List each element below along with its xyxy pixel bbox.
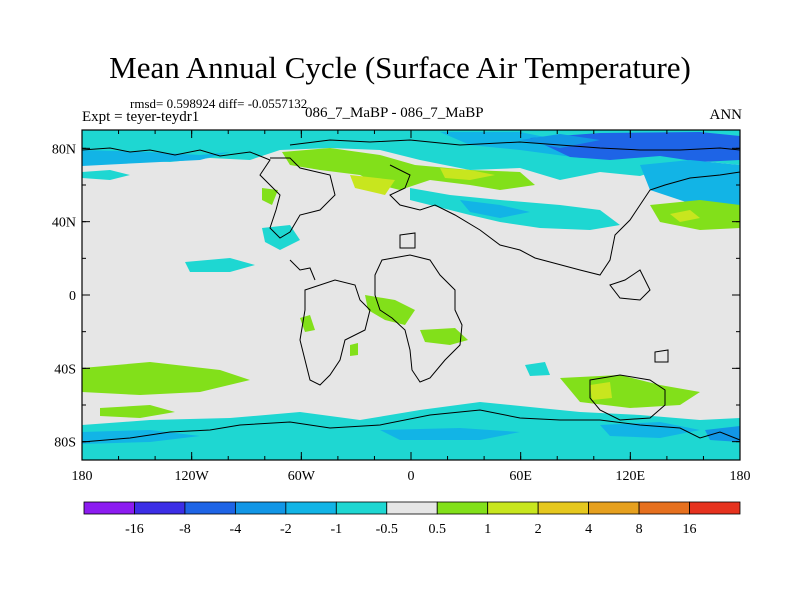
- pacific-northwest-blue: [640, 160, 740, 210]
- arctic-mid-blue-patch: [520, 134, 600, 148]
- antarctic-blue-patch-3: [600, 422, 700, 438]
- eurasia-south-coast: [389, 164, 741, 276]
- lon-tick-label: 60E: [509, 469, 532, 484]
- colorbar-swatch: [335, 501, 388, 515]
- eurasia-warm-core: [350, 175, 395, 195]
- north-pacific-warm-core: [670, 210, 700, 222]
- central-america-outline: [289, 259, 316, 281]
- indian-ocean-cyan: [525, 362, 550, 376]
- colorbar-swatch: [436, 501, 489, 515]
- continent-outlines: [81, 139, 741, 443]
- south-pacific-warm: [82, 362, 250, 395]
- indian-ocean-warm-core: [590, 382, 612, 400]
- stats-line: rmsd= 0.598924 diff= -0.0557132: [130, 96, 308, 111]
- map-title: Mean Annual Cycle (Surface Air Temperatu…: [109, 50, 691, 85]
- experiment-label: Expt = teyer-teydr1: [82, 109, 200, 125]
- south-africa-warm: [420, 328, 468, 345]
- colorbar-swatch: [689, 501, 741, 515]
- australia-outline: [589, 374, 666, 421]
- colorbar-swatch: [537, 501, 590, 515]
- antarctic-blue-patch: [82, 430, 200, 444]
- eurasia-north-coast: [289, 139, 741, 151]
- colorbar-label: 0.5: [428, 522, 446, 537]
- lat-tick-label: 40S: [54, 362, 76, 377]
- small-green-patch: [350, 343, 358, 356]
- colorbar-swatch: [134, 501, 186, 515]
- colorbar: -16 -8 -4 -2 -1 -0.5 0.5 1 2 4 8 16: [83, 501, 741, 537]
- colorbar-label: -16: [125, 522, 144, 537]
- caspian-outline: [399, 232, 416, 249]
- colorbar-label: 4: [585, 522, 592, 537]
- alaska-cyan: [82, 170, 130, 180]
- south-america-outline: [299, 279, 371, 386]
- lat-tick-label: 80N: [52, 142, 76, 157]
- eurasia-warm-core-2: [440, 168, 495, 180]
- colorbar-swatch: [285, 501, 337, 515]
- latitude-axis: 80N 40N 0 40S 80S: [52, 142, 740, 451]
- colorbar-label: -2: [280, 522, 292, 537]
- lat-tick-label: 80S: [54, 436, 76, 451]
- colorbar-label: 16: [683, 522, 697, 537]
- southeast-asia-outline: [609, 269, 651, 301]
- colorbar-label: -0.5: [376, 522, 398, 537]
- lon-tick-label: 60W: [288, 469, 316, 484]
- north-america-green: [262, 188, 278, 205]
- colorbar-swatch: [83, 501, 135, 515]
- lon-tick-label: 120W: [175, 469, 210, 484]
- colorbar-label: 2: [535, 522, 542, 537]
- north-america-outline: [81, 147, 336, 239]
- africa-outline: [374, 254, 463, 383]
- colorbar-swatch: [184, 501, 236, 515]
- colorbar-label: -1: [330, 522, 342, 537]
- longitude-axis: 180 120W 60W 0 60E 120E 180: [72, 130, 751, 484]
- lat-tick-label: 40N: [52, 216, 76, 231]
- antarctic-mid-blue: [705, 426, 740, 442]
- lat-tick-label: 0: [69, 289, 76, 304]
- season-label: ANN: [709, 107, 743, 123]
- antarctica-outline: [81, 409, 741, 443]
- lon-tick-label: 120E: [616, 469, 646, 484]
- colorbar-swatch: [487, 501, 539, 515]
- new-guinea-outline: [654, 349, 669, 363]
- arctic-blue-patch: [82, 150, 230, 166]
- colorbar-label: 1: [484, 522, 491, 537]
- lon-tick-label: 180: [72, 469, 93, 484]
- south-pacific-warm-2: [100, 405, 175, 418]
- east-pacific-cyan: [185, 258, 255, 272]
- anomaly-fields: [82, 130, 740, 460]
- colorbar-label: 8: [636, 522, 643, 537]
- map-panel: [81, 129, 741, 461]
- colorbar-swatch: [588, 501, 640, 515]
- colorbar-label: -4: [230, 522, 242, 537]
- colorbar-swatch: [386, 501, 438, 515]
- lon-tick-label: 180: [730, 469, 751, 484]
- lon-tick-label: 0: [408, 469, 415, 484]
- central-asia-blue: [460, 200, 530, 218]
- antarctic-blue-patch-2: [380, 428, 520, 440]
- colorbar-swatch: [234, 501, 287, 515]
- colorbar-swatch: [638, 501, 690, 515]
- experiment-period-label: 086_7_MaBP - 086_7_MaBP: [305, 105, 484, 121]
- colorbar-label: -8: [179, 522, 191, 537]
